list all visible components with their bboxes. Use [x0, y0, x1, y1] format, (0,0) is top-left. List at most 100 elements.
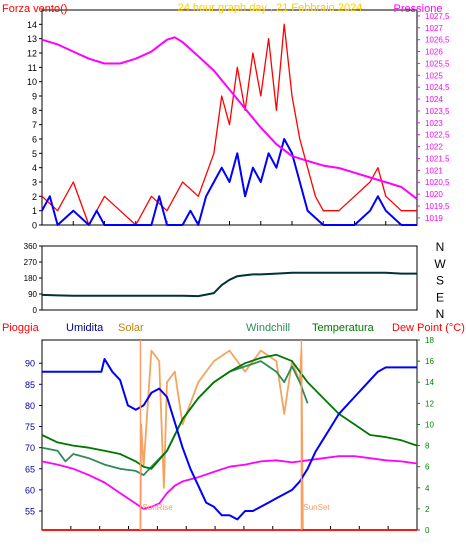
- pressure-y-tick-label: 1021,5: [425, 154, 450, 163]
- undefined-tick-label: 00: [411, 0, 423, 3]
- sun-annotation-label: SunRise: [142, 503, 173, 512]
- wind-y-tick-label: 0: [32, 221, 37, 231]
- bottom-legend: Pioggia Umidita Solar Windchill Temperatura D…: [2, 322, 465, 334]
- pressure-y-tick-label: 1022,5: [425, 131, 450, 140]
- temp-y-tick-label: 14: [425, 378, 434, 387]
- direction-y-ticks: 0 90 180 270 360: [24, 242, 42, 315]
- temp-y-tick-label: 4: [425, 484, 430, 493]
- pressure-y-tick-label: 1023: [425, 119, 443, 128]
- direction-series-layer: [41, 271, 417, 298]
- direction-y-tick-label: 270: [24, 258, 38, 267]
- undefined-tick-label: 10: [181, 0, 193, 3]
- undefined-tick-label: 20: [349, 0, 361, 3]
- legend-entry: Solar: [118, 322, 144, 334]
- pressure-y-tick-label: 1026: [425, 48, 443, 57]
- humidity-y-tick-label: 70: [25, 443, 35, 453]
- wind-y-tick-label: 6: [32, 135, 37, 145]
- wind-y-tick-label: 13: [27, 34, 37, 44]
- undefined-tick-label: 06: [123, 0, 135, 3]
- temp-y-tick-label: 6: [425, 463, 430, 472]
- undefined-tick-label: 14: [238, 0, 250, 3]
- direction-series-line: [41, 271, 417, 298]
- pressure-y-tick-label: 1027: [425, 24, 443, 33]
- direction-plot-frame: [41, 245, 418, 311]
- temp-plot-frame: [41, 339, 418, 531]
- wind-series-line: [41, 23, 417, 226]
- temp-y-tick-label: 2: [425, 505, 430, 514]
- temperature-series-line: [41, 353, 418, 470]
- compass-label: W: [434, 257, 446, 271]
- undefined-tick-label: 16: [267, 0, 279, 3]
- pressure-y-tick-label: 1022: [425, 143, 443, 152]
- temp-y-tick-label: 0: [425, 526, 430, 535]
- wind-y-tick-label: 2: [32, 192, 37, 202]
- undefined-tick-label: 12: [224, 0, 236, 3]
- pressure-y-tick-label: 1025: [425, 71, 443, 80]
- wind-y-tick-label: 4: [32, 163, 37, 173]
- undefined-tick-label: 04: [94, 0, 106, 3]
- undefined-tick-label: 06: [130, 0, 142, 3]
- wind-legend-label: Forza vento(): [2, 3, 67, 15]
- undefined-tick-label: 10: [193, 0, 205, 3]
- wind-y-tick-label: 10: [27, 77, 37, 87]
- legend-entry: Dew Point (°C): [392, 322, 465, 334]
- pressure-series-line: [41, 36, 418, 200]
- wind-y-tick-label: 1: [32, 206, 37, 216]
- wind-series-layer: [41, 23, 418, 226]
- pressure-y-tick-label: 1027,5: [425, 12, 450, 21]
- sun-annotations: SunRise SunSet: [139, 340, 330, 530]
- temp-y-tick-label: 12: [425, 399, 434, 408]
- undefined-tick-label: 02: [68, 0, 80, 3]
- temperature-humidity-chart: Pioggia Umidita Solar Windchill Temperatura D…: [2, 0, 465, 535]
- humidity-y-ticks: 55 60 65 70 75 80 85 90: [25, 359, 42, 517]
- pressure-y-tick-label: 1020,5: [425, 178, 450, 187]
- undefined-tick-label: 00: [411, 0, 423, 3]
- direction-y-tick-label: 90: [28, 290, 37, 299]
- pressure-y-tick-label: 1019,5: [425, 202, 450, 211]
- compass-label: N: [436, 307, 445, 321]
- chart-title: 24 hour graph day , 21 Febbraio 2024: [178, 2, 363, 14]
- direction-y-tick-label: 180: [24, 274, 38, 283]
- legend-entry: Temperatura: [312, 322, 375, 334]
- pressure-y-tick-label: 1019: [425, 214, 443, 223]
- temp-x-ticks: 0204060810121416SunSet202200: [65, 0, 423, 530]
- pressure-y-ticks: 1019 1019,5 1020 1020,5 1021 1021,5 1022 1022,5…: [417, 12, 450, 223]
- wind-y-tick-label: 11: [28, 63, 37, 73]
- pressure-y-tick-label: 1026,5: [425, 36, 450, 45]
- dewpoint-series-line: [41, 455, 418, 510]
- temp-y-tick-label: 16: [425, 357, 434, 366]
- temp-y-tick-label: 18: [425, 336, 434, 345]
- undefined-tick-label: 16: [286, 0, 298, 3]
- legend-entry: Windchill: [246, 322, 290, 334]
- pressure-y-tick-label: 1021: [425, 166, 443, 175]
- undefined-tick-label: 14: [255, 0, 267, 3]
- undefined-tick-label: Set: [323, 0, 338, 3]
- gust-series-line: [41, 138, 417, 226]
- undefined-tick-label: 08: [161, 0, 173, 3]
- humidity-y-tick-label: 85: [25, 380, 35, 390]
- direction-y-tick-label: 360: [24, 242, 38, 251]
- humidity-y-tick-label: 90: [25, 359, 35, 369]
- humidity-series-line: [42, 358, 417, 521]
- compass-label: N: [436, 240, 445, 254]
- humidity-y-tick-label: 65: [25, 464, 35, 474]
- wind-y-tick-label: 9: [32, 92, 37, 102]
- undefined-tick-label: 18: [318, 0, 330, 3]
- wind-y-tick-label: 7: [32, 120, 37, 130]
- humidity-y-tick-label: 80: [25, 401, 35, 411]
- sun-annotation-label: SunSet: [303, 503, 330, 512]
- wind-y-tick-label: 14: [27, 20, 37, 30]
- pressure-y-tick-label: 1024: [425, 95, 443, 104]
- wind-y-tick-label: 3: [32, 178, 37, 188]
- wind-y-tick-label: 5: [32, 149, 37, 159]
- pressure-legend-label: Pressione: [394, 3, 443, 15]
- pressure-y-tick-label: 1024,5: [425, 83, 450, 92]
- compass-label: S: [436, 274, 444, 288]
- undefined-tick-label: 02: [65, 0, 77, 3]
- undefined-tick-label: Sun: [293, 0, 311, 3]
- humidity-y-tick-label: 55: [25, 507, 35, 517]
- undefined-tick-label: 04: [99, 0, 111, 3]
- wind-plot-frame: [41, 9, 418, 226]
- compass-label: E: [436, 290, 444, 304]
